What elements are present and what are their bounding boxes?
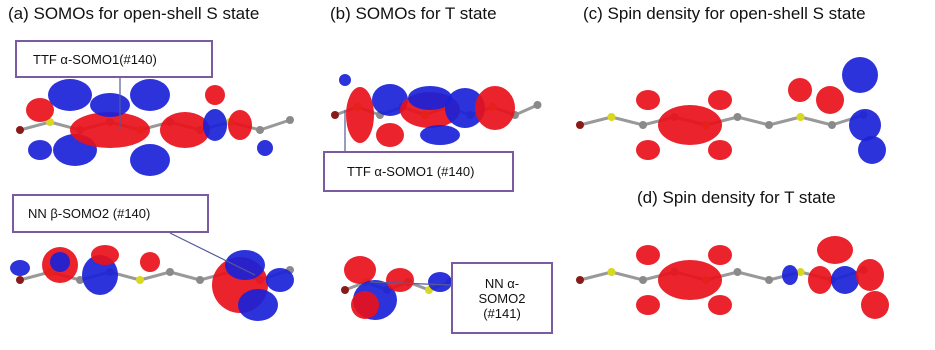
orbital-lobe bbox=[48, 79, 92, 111]
orbital-lobe bbox=[70, 112, 150, 148]
orbital-lobe bbox=[788, 78, 812, 102]
orbital-lobe bbox=[428, 272, 452, 292]
panel-title: (c) Spin density for open-shell S state bbox=[583, 4, 866, 24]
atom bbox=[16, 126, 24, 134]
orbital-lobe bbox=[257, 140, 273, 156]
orbital-lobe bbox=[636, 295, 660, 315]
atom bbox=[286, 116, 294, 124]
atom bbox=[765, 121, 773, 129]
figure-page: (a) SOMOs for open-shell S state (b) SOM… bbox=[0, 0, 935, 350]
atom bbox=[256, 126, 264, 134]
bond bbox=[801, 117, 833, 125]
bond bbox=[260, 120, 290, 130]
atom bbox=[734, 268, 742, 276]
orbital-lobe bbox=[636, 245, 660, 265]
orbital-lobe bbox=[50, 252, 70, 272]
callout: NN α-SOMO2 (#141) bbox=[451, 262, 553, 334]
orbital-lobe bbox=[816, 86, 844, 114]
orbital-lobe bbox=[28, 140, 52, 160]
orbital-lobe bbox=[849, 109, 881, 141]
orbital-lobe bbox=[344, 256, 376, 284]
orbital-lobe bbox=[708, 140, 732, 160]
atom bbox=[765, 276, 773, 284]
orbital-lobe bbox=[858, 136, 886, 164]
atom bbox=[331, 111, 339, 119]
orbital-lobe bbox=[140, 252, 160, 272]
bond bbox=[738, 117, 770, 125]
callout: TTF α-SOMO1 (#140) bbox=[323, 151, 514, 192]
bond bbox=[580, 272, 612, 280]
orbital-lobe bbox=[339, 74, 351, 86]
atom bbox=[639, 121, 647, 129]
panel-title: (a) SOMOs for open-shell S state bbox=[8, 4, 259, 24]
atom bbox=[16, 276, 24, 284]
orbital-lobe bbox=[351, 291, 379, 319]
atom bbox=[576, 276, 584, 284]
orbital-lobe bbox=[808, 266, 832, 294]
atom bbox=[136, 276, 144, 284]
atom bbox=[534, 101, 542, 109]
bond bbox=[769, 117, 801, 125]
orbital-lobe bbox=[130, 144, 170, 176]
callout: TTF α-SOMO1(#140) bbox=[15, 40, 213, 78]
orbital-lobe bbox=[842, 57, 878, 93]
orbital-lobe bbox=[160, 112, 210, 148]
orbital-lobe bbox=[475, 86, 515, 130]
orbital-lobe bbox=[238, 289, 278, 321]
atom bbox=[828, 121, 836, 129]
atom bbox=[576, 121, 584, 129]
orbital-lobe bbox=[708, 245, 732, 265]
orbital-lobe bbox=[636, 140, 660, 160]
orbital-lobe bbox=[346, 87, 374, 143]
atom bbox=[608, 268, 616, 276]
orbital-lobe bbox=[91, 245, 119, 265]
orbital-lobe bbox=[130, 79, 170, 111]
orbital-lobe bbox=[831, 266, 859, 294]
atom bbox=[608, 113, 616, 121]
bond bbox=[612, 117, 644, 125]
panel-title: (b) SOMOs for T state bbox=[330, 4, 497, 24]
orbital-lobe bbox=[26, 98, 54, 122]
bond bbox=[140, 272, 170, 280]
orbital-lobe bbox=[228, 110, 252, 140]
orbital-lobe bbox=[658, 105, 722, 145]
orbital-lobe bbox=[203, 109, 227, 141]
orbital-lobe bbox=[10, 260, 30, 276]
callout: NN β-SOMO2 (#140) bbox=[12, 194, 209, 233]
orbital-lobe bbox=[861, 291, 889, 319]
orbital-lobe bbox=[817, 236, 853, 264]
orbital-lobe bbox=[856, 259, 884, 291]
bond bbox=[738, 272, 770, 280]
atom bbox=[166, 268, 174, 276]
orbital-lobe bbox=[386, 268, 414, 292]
orbital-lobe bbox=[225, 250, 265, 280]
orbital-lobe bbox=[376, 123, 404, 147]
atom bbox=[639, 276, 647, 284]
orbital-lobe bbox=[708, 90, 732, 110]
atom bbox=[797, 113, 805, 121]
orbital-lobe bbox=[708, 295, 732, 315]
atom bbox=[196, 276, 204, 284]
orbital-lobe bbox=[205, 85, 225, 105]
orbital-lobe bbox=[782, 265, 798, 285]
orbital-lobe bbox=[266, 268, 294, 292]
bond bbox=[612, 272, 644, 280]
bond bbox=[580, 117, 612, 125]
orbital-lobe bbox=[636, 90, 660, 110]
orbital-lobe bbox=[90, 93, 130, 117]
orbital-lobe bbox=[658, 260, 722, 300]
bond bbox=[170, 272, 200, 280]
atom bbox=[734, 113, 742, 121]
panel-title: (d) Spin density for T state bbox=[637, 188, 836, 208]
atom bbox=[341, 286, 349, 294]
orbital-lobe bbox=[420, 125, 460, 145]
bond bbox=[20, 122, 50, 130]
